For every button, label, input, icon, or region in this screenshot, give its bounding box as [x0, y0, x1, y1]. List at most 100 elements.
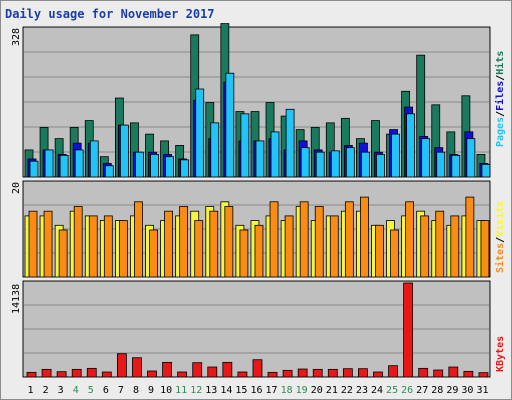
x-tick-label: 27	[416, 385, 428, 396]
sites-bar	[420, 215, 430, 278]
sites-bar	[390, 229, 399, 278]
sites-bar	[269, 201, 279, 278]
x-tick-label: 20	[311, 385, 323, 396]
x-tick-label: 21	[326, 385, 338, 396]
pages-bar	[165, 156, 174, 178]
pages-bar	[180, 159, 190, 178]
sites-bar	[435, 210, 445, 278]
pages-bar	[255, 140, 265, 178]
legend-middle-part: Sites	[494, 243, 506, 273]
pages-bar	[285, 108, 295, 178]
sites-bar	[254, 224, 264, 278]
kbytes-bar	[56, 371, 67, 378]
kbytes-bar	[463, 370, 474, 378]
legend-middle-part: /	[495, 237, 506, 243]
kbytes-bar	[237, 371, 248, 378]
sites-bar	[284, 215, 294, 278]
kbytes-bar	[478, 372, 489, 378]
pages-bar	[345, 147, 355, 178]
sites-bar	[58, 229, 68, 278]
pages-bar	[421, 138, 431, 178]
bottom-max-label: 14138	[11, 284, 22, 314]
pages-bar	[59, 154, 69, 178]
x-tick-label: 18	[281, 385, 293, 396]
pages-bar	[376, 154, 385, 178]
pages-bar	[240, 113, 250, 178]
x-tick-label: 8	[133, 385, 139, 396]
x-tick-label: 12	[190, 385, 202, 396]
x-tick-label: 11	[175, 385, 187, 396]
kbytes-bar	[358, 368, 368, 378]
kbytes-bar	[297, 368, 308, 378]
sites-bar	[179, 206, 189, 278]
sites-bar	[209, 210, 219, 278]
legend-bottom-part: KBytes	[495, 336, 506, 372]
kbytes-bar	[267, 371, 278, 378]
pages-bar	[330, 150, 340, 178]
x-tick-label: 14	[220, 385, 232, 396]
legend-bottom: KBytes	[495, 336, 506, 372]
chart-title: Daily usage for November 2017	[5, 7, 215, 21]
kbytes-bar	[373, 371, 383, 378]
kbytes-bar	[252, 359, 263, 378]
sites-bar	[465, 196, 475, 278]
pages-bar	[210, 122, 220, 178]
kbytes-bar	[448, 366, 459, 378]
x-tick-label: 29	[446, 385, 458, 396]
kbytes-bar	[342, 368, 353, 378]
x-tick-label: 1	[28, 385, 34, 396]
sites-bar	[224, 206, 234, 278]
x-tick-label: 17	[266, 385, 278, 396]
middle-max-label: 20	[11, 182, 22, 194]
pages-bar	[135, 151, 144, 178]
x-tick-label: 25	[386, 385, 398, 396]
kbytes-bar	[312, 368, 323, 378]
sites-bar	[405, 201, 415, 278]
pages-bar	[406, 113, 416, 178]
x-tick-label: 10	[160, 385, 172, 396]
sites-bar	[149, 229, 158, 278]
kbytes-bar	[403, 282, 414, 378]
x-tick-label: 9	[148, 385, 154, 396]
kbytes-bar	[147, 370, 157, 378]
x-tick-label: 13	[205, 385, 217, 396]
sites-bar	[450, 215, 460, 278]
pages-bar	[270, 131, 280, 178]
top-max-label: 328	[11, 28, 22, 46]
x-tick-label: 31	[476, 385, 488, 396]
pages-bar	[315, 151, 325, 178]
sites-bar	[194, 220, 204, 278]
pages-bar	[44, 149, 54, 178]
legend-top-part: Pages	[495, 117, 506, 147]
kbytes-bar	[222, 361, 233, 378]
sites-bar	[164, 210, 173, 278]
pages-bar	[89, 140, 99, 178]
pages-bar	[391, 133, 400, 178]
kbytes-bar	[177, 371, 188, 378]
x-tick-label: 30	[461, 385, 473, 396]
legend-top-part: /	[495, 75, 506, 81]
sites-bar	[480, 220, 490, 278]
kbytes-bar	[26, 371, 37, 378]
pages-bar	[74, 149, 84, 178]
kbytes-bar	[116, 353, 127, 378]
pages-bar	[150, 154, 159, 178]
x-tick-label: 6	[103, 385, 109, 396]
sites-bar	[118, 220, 128, 278]
sites-bar	[103, 215, 113, 278]
sites-bar	[43, 210, 53, 278]
kbytes-bar	[192, 362, 203, 378]
x-tick-label: 15	[235, 385, 247, 396]
sites-bar	[314, 206, 324, 278]
sites-bar	[344, 201, 354, 278]
kbytes-bar	[388, 365, 398, 378]
x-tick-label: 28	[431, 385, 443, 396]
kbytes-bar	[433, 369, 444, 378]
kbytes-bar	[101, 371, 112, 378]
x-tick-label: 2	[43, 385, 49, 396]
sites-bar	[73, 206, 83, 278]
legend-top-part: Hits	[494, 51, 506, 75]
kbytes-bar	[207, 366, 218, 378]
sites-bar	[28, 210, 38, 278]
x-tick-label: 16	[250, 385, 262, 396]
